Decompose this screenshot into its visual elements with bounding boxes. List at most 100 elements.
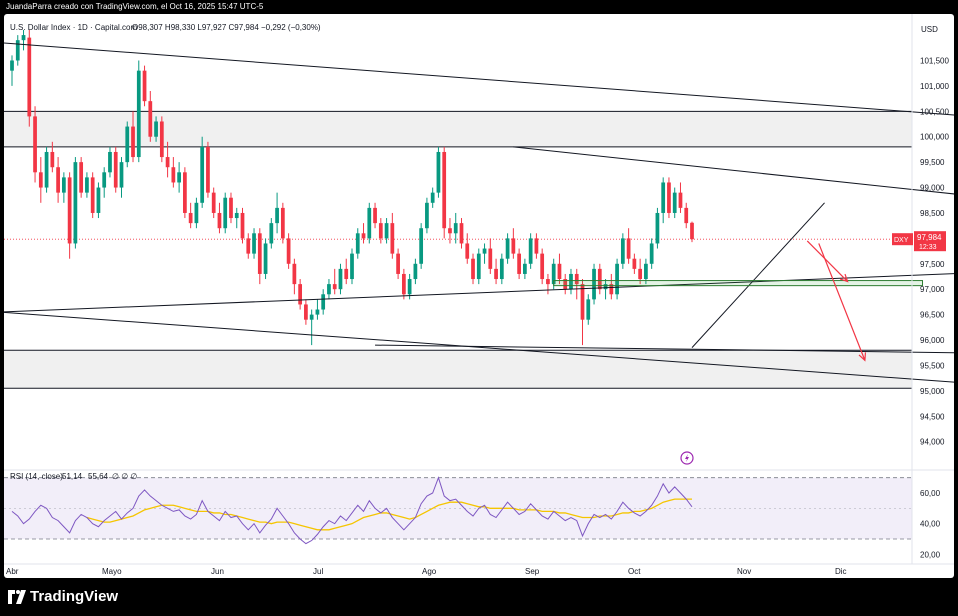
trendline-3[interactable] xyxy=(4,311,954,391)
candle-body xyxy=(649,243,654,264)
candle xyxy=(425,197,429,234)
candle xyxy=(436,146,441,198)
rsi-na-values: ∅ ∅ ∅ xyxy=(112,472,137,481)
candle xyxy=(597,263,602,295)
candle xyxy=(401,268,406,300)
candle-body xyxy=(540,253,545,280)
time-tick-label: Dic xyxy=(835,567,847,576)
lightning-icon[interactable] xyxy=(680,451,694,465)
candle xyxy=(574,268,579,300)
candle-body xyxy=(67,177,72,244)
lightning-icon-ring xyxy=(680,451,694,465)
price-tick-label: 100,000 xyxy=(920,133,949,142)
candle-body xyxy=(373,207,377,224)
candle xyxy=(632,253,637,274)
candle xyxy=(511,228,516,259)
candle-body xyxy=(73,162,78,244)
trendline-5[interactable] xyxy=(691,202,825,348)
candle xyxy=(609,273,614,300)
rsi-tick-label: 20,00 xyxy=(920,550,941,559)
candle-body xyxy=(154,121,158,137)
trendline-1[interactable] xyxy=(513,146,954,205)
candle xyxy=(430,187,435,208)
candle-body xyxy=(44,151,49,188)
candle xyxy=(350,248,354,285)
candle xyxy=(61,172,66,203)
candle xyxy=(113,146,118,193)
candle xyxy=(471,253,475,285)
candle xyxy=(563,273,568,295)
candle xyxy=(27,30,32,127)
trendline-4[interactable] xyxy=(375,344,954,354)
time-tick-label: Mayo xyxy=(102,567,122,576)
support-box[interactable] xyxy=(553,280,924,287)
candle-body xyxy=(27,37,32,117)
zone-1 xyxy=(4,350,912,389)
candle-body xyxy=(234,212,239,219)
trendlines xyxy=(4,42,954,391)
candle xyxy=(217,202,222,234)
candle xyxy=(499,253,504,285)
candle xyxy=(327,279,331,300)
candle-body xyxy=(551,263,556,285)
candle-body xyxy=(113,151,118,188)
candle-body xyxy=(61,177,66,193)
price-axis: 101,500 101,000 100,500 100,000 99,500 99,000… xyxy=(892,14,949,564)
projection-arrow-1[interactable] xyxy=(818,243,866,361)
chart-canvas[interactable]: 60,00 40,00 20,00 101,500 101,000 100,500 100… xyxy=(4,14,954,578)
chart-header: U.S. Dollar Index · 1D · Capital.com O98… xyxy=(10,23,938,481)
candle xyxy=(413,258,418,285)
candle xyxy=(33,106,37,183)
candle xyxy=(615,258,619,300)
time-tick-label: Sep xyxy=(525,567,540,576)
candle xyxy=(206,141,210,198)
candle-body xyxy=(534,238,539,254)
candle xyxy=(292,258,297,295)
projection-arrow-0[interactable] xyxy=(806,240,849,282)
trendline-0[interactable] xyxy=(4,42,954,124)
price-tick-label: 97,500 xyxy=(920,260,945,269)
candle-body xyxy=(229,197,233,219)
candle xyxy=(263,238,268,280)
chart-panel[interactable]: 60,00 40,00 20,00 101,500 101,000 100,500 100… xyxy=(4,14,954,578)
candle-body xyxy=(206,146,210,193)
trendline-2[interactable] xyxy=(4,269,954,313)
candle-body xyxy=(638,268,643,280)
candle xyxy=(620,233,625,269)
candle-body xyxy=(96,187,101,213)
candle-body xyxy=(459,223,464,244)
candle xyxy=(50,141,55,173)
candle-body xyxy=(217,212,222,229)
candle-body xyxy=(407,279,412,295)
candle-body xyxy=(21,35,26,41)
candle-body xyxy=(436,151,441,193)
time-tick-label: Nov xyxy=(737,567,751,576)
candle-body xyxy=(257,233,262,274)
candle-body xyxy=(148,101,153,137)
candle xyxy=(476,248,481,285)
candle xyxy=(194,197,199,229)
candle xyxy=(684,202,689,229)
candle-body xyxy=(592,268,596,300)
candle-body xyxy=(505,238,510,259)
candle xyxy=(661,177,666,224)
price-tick-label: 98,500 xyxy=(920,209,945,218)
price-tick-label: 94,500 xyxy=(920,412,945,421)
candle xyxy=(304,299,308,325)
time-tick-label: Oct xyxy=(628,567,641,576)
candle-body xyxy=(252,233,256,254)
candle-body xyxy=(269,223,274,244)
candle-body xyxy=(177,172,181,183)
price-tick-label: 100,500 xyxy=(920,107,949,116)
candle xyxy=(10,55,14,86)
candle xyxy=(177,162,181,193)
candle xyxy=(200,136,205,208)
candle xyxy=(234,207,239,229)
candle-body xyxy=(419,228,424,264)
candle xyxy=(188,202,193,229)
candle xyxy=(44,146,49,193)
rsi-label: RSI (14, close) xyxy=(10,472,63,481)
candle xyxy=(240,207,245,244)
candle-body xyxy=(131,126,135,158)
candle-body xyxy=(546,279,550,285)
